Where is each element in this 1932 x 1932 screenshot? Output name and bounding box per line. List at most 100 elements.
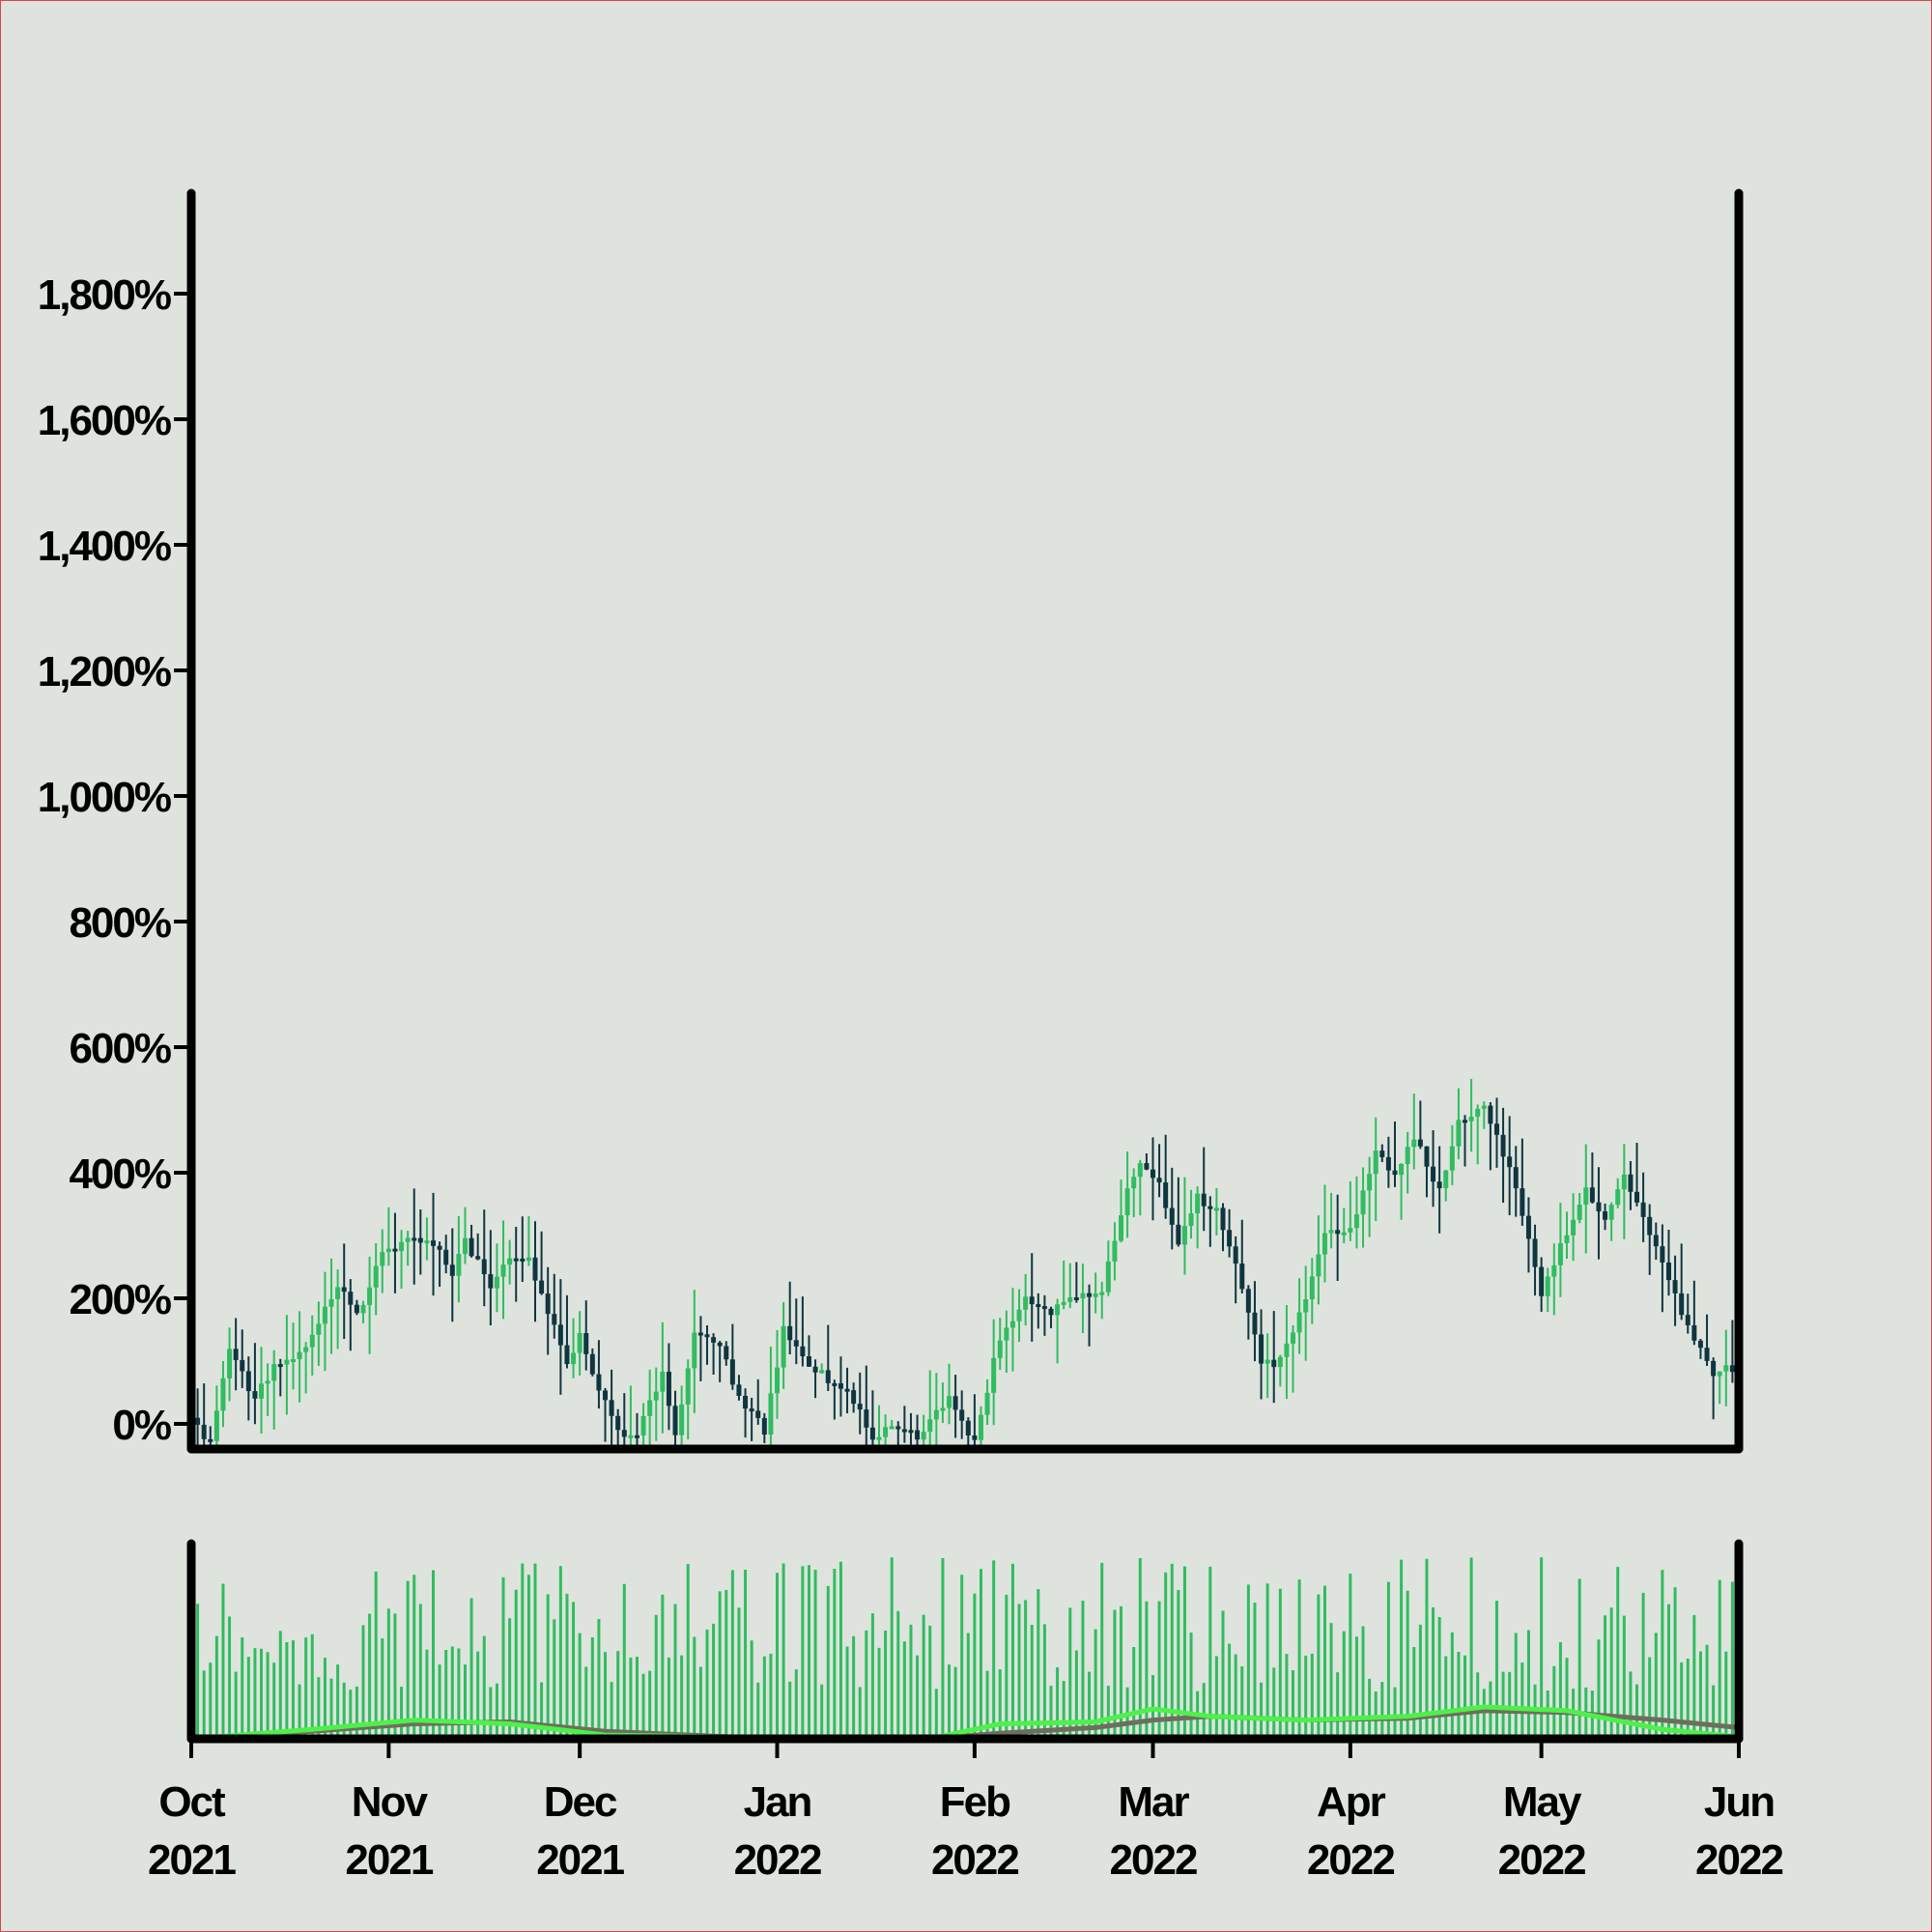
candles <box>188 1078 1742 1445</box>
candle-body <box>1672 1280 1678 1293</box>
candle-body <box>965 1420 971 1435</box>
candle-body <box>380 1252 385 1266</box>
candle-body <box>1163 1182 1169 1208</box>
candle-body <box>1105 1261 1111 1293</box>
candle-body <box>1596 1202 1602 1212</box>
candle-body <box>1665 1262 1671 1281</box>
candle-body <box>685 1368 691 1405</box>
y-tick-label: 1,200% <box>38 648 171 696</box>
candle-body <box>1399 1164 1405 1176</box>
candle-body <box>1621 1174 1627 1190</box>
candle-body <box>1589 1187 1595 1203</box>
y-tick-label: 1,800% <box>38 271 171 319</box>
candle-body <box>640 1415 646 1435</box>
candle-body <box>1577 1205 1582 1220</box>
candle-body <box>1004 1327 1009 1341</box>
candle-body <box>1188 1213 1194 1227</box>
candle-body <box>1328 1230 1334 1234</box>
x-tick-year: 2022 <box>734 1836 821 1884</box>
candle-body <box>787 1325 793 1341</box>
candle-body <box>1284 1343 1290 1357</box>
candle-body <box>1513 1167 1519 1189</box>
candle-body <box>1099 1292 1105 1295</box>
candle-body <box>437 1245 442 1250</box>
candle-body <box>921 1432 926 1440</box>
candle-body <box>883 1427 889 1437</box>
candle-body <box>335 1287 341 1299</box>
candle-body <box>1571 1219 1577 1236</box>
candle-body <box>692 1332 697 1369</box>
candle-body <box>539 1280 545 1294</box>
candle-body <box>1341 1232 1347 1236</box>
candle-body <box>812 1366 818 1373</box>
candle-body <box>571 1352 577 1365</box>
candle-body <box>1557 1242 1563 1265</box>
x-tick-month: May <box>1503 1778 1582 1826</box>
candle-body <box>940 1407 946 1411</box>
candle-body <box>367 1287 373 1305</box>
candle-body <box>1296 1312 1302 1333</box>
candle-body <box>761 1417 767 1435</box>
candle-body <box>679 1404 685 1435</box>
candle-body <box>832 1382 838 1386</box>
candle-body <box>825 1370 831 1383</box>
candle-body <box>1220 1208 1226 1231</box>
candle-body <box>245 1371 251 1392</box>
x-tick-year: 2022 <box>1695 1836 1782 1884</box>
candle-body <box>284 1359 290 1365</box>
candle-body <box>997 1340 1003 1358</box>
candle-body <box>1169 1208 1175 1225</box>
candle-body <box>1277 1356 1283 1368</box>
candle-body <box>1711 1360 1717 1377</box>
candle-body <box>1392 1170 1398 1176</box>
x-tick-year: 2021 <box>148 1836 236 1884</box>
y-tick-label: 1,000% <box>38 774 171 821</box>
candle-body <box>1124 1188 1130 1216</box>
candle-body <box>952 1396 958 1410</box>
candle-body <box>469 1237 474 1257</box>
candle-body <box>959 1409 965 1421</box>
candle-body <box>666 1371 671 1406</box>
candle-body <box>1023 1296 1029 1310</box>
candle-body <box>749 1408 754 1412</box>
candle-body <box>1321 1233 1327 1255</box>
candle-body <box>552 1314 557 1325</box>
y-axis-ticks: 0% 200% 400% 600% 800% 1,000% 1,200% 1,400% 1,60… <box>38 271 191 1449</box>
candle-body <box>1348 1228 1353 1233</box>
candle-body <box>1488 1105 1493 1124</box>
candle-body <box>806 1356 811 1367</box>
candle-body <box>869 1427 875 1440</box>
candle-body <box>1697 1340 1703 1349</box>
candle-body <box>1208 1206 1213 1209</box>
candle-body <box>1704 1348 1710 1361</box>
candle-body <box>373 1265 379 1288</box>
x-tick-month: Nov <box>352 1778 429 1826</box>
x-tick-month: Jun <box>1704 1778 1774 1826</box>
candle-body <box>1061 1301 1066 1305</box>
candle-body <box>1685 1315 1690 1325</box>
candle-body <box>1271 1359 1277 1368</box>
candle-body <box>1493 1123 1499 1135</box>
candle-body <box>412 1237 417 1241</box>
candle-body <box>1468 1116 1474 1122</box>
candle-body <box>1367 1174 1373 1191</box>
candle-body <box>1252 1312 1258 1335</box>
candle-body <box>240 1359 245 1372</box>
candle-body <box>488 1274 494 1289</box>
candle-body <box>271 1364 277 1381</box>
candle-body <box>1653 1235 1659 1247</box>
x-tick-month: Oct <box>158 1778 226 1826</box>
y-tick-label: 1,400% <box>38 523 171 570</box>
candle-body <box>901 1429 907 1433</box>
candle-body <box>1176 1224 1181 1245</box>
candle-body <box>208 1438 213 1442</box>
candle-body <box>526 1257 531 1262</box>
candle-body <box>729 1359 735 1385</box>
candle-body <box>1303 1299 1309 1313</box>
candle-body <box>1201 1193 1207 1207</box>
candle-body <box>1660 1246 1665 1263</box>
candle-body <box>500 1264 506 1277</box>
candle-body <box>589 1353 595 1375</box>
candle-body <box>1583 1187 1589 1206</box>
x-tick-year: 2022 <box>931 1836 1018 1884</box>
